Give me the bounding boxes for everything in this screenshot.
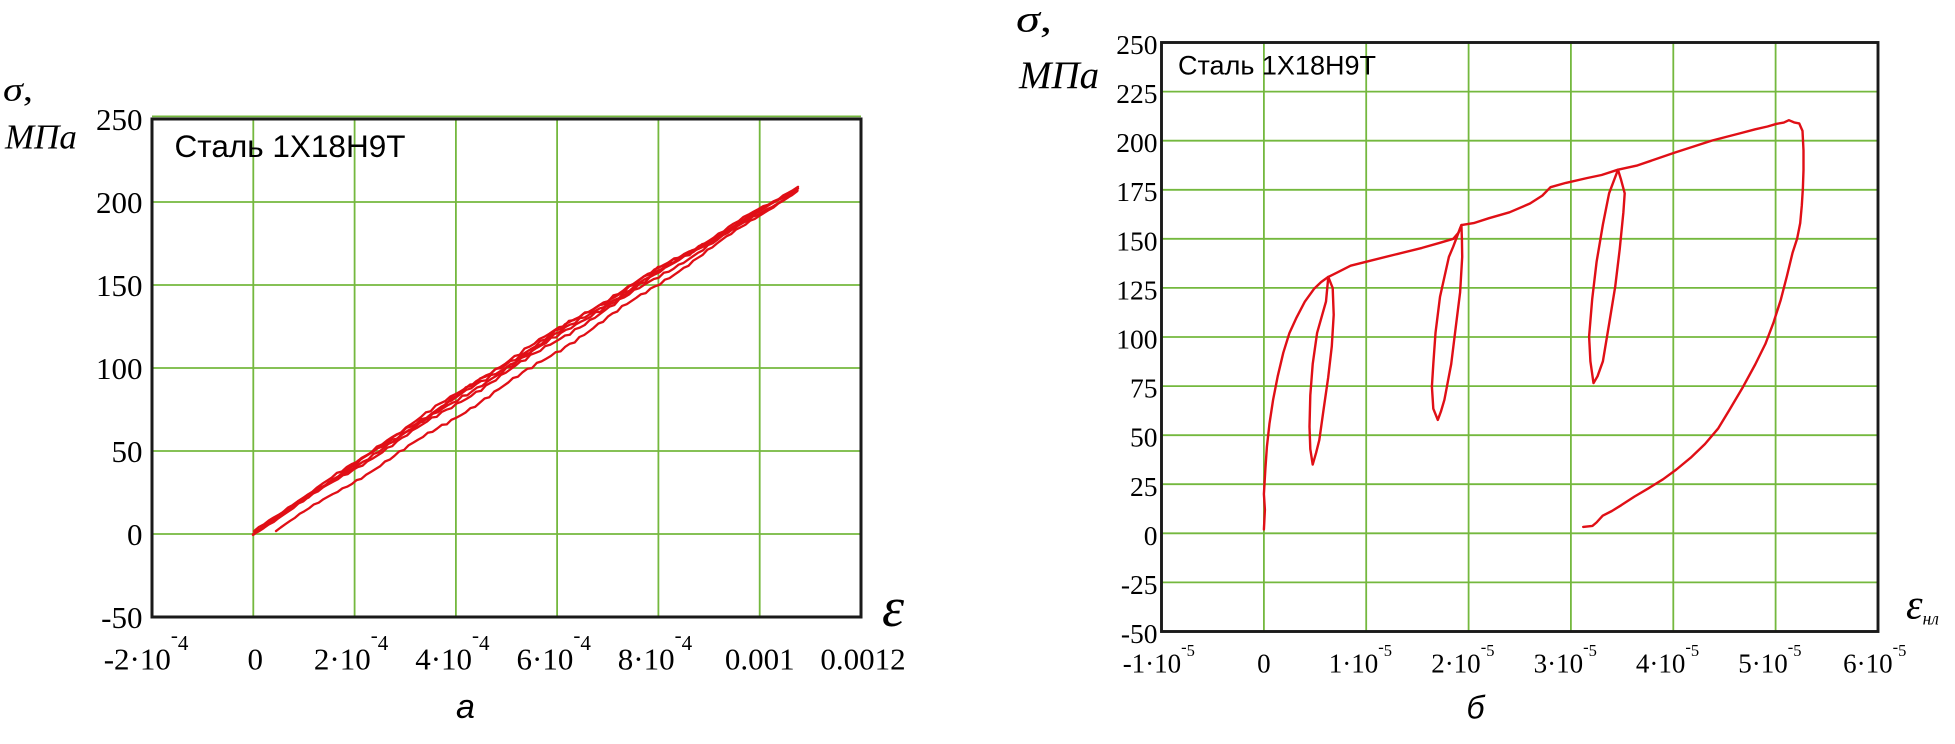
svg-text:0: 0 (1144, 520, 1158, 551)
svg-text:0: 0 (248, 642, 264, 677)
svg-text:225: 225 (1116, 78, 1157, 109)
svg-text:Сталь 1Х18Н9Т: Сталь 1Х18Н9Т (1178, 51, 1376, 81)
svg-text:МПа: МПа (1018, 54, 1099, 97)
svg-text:МПа: МПа (4, 118, 77, 157)
svg-text:-50: -50 (1121, 618, 1158, 649)
svg-text:200: 200 (96, 185, 143, 220)
svg-text:200: 200 (1116, 127, 1157, 158)
svg-text:100: 100 (1116, 324, 1157, 355)
svg-text:50: 50 (1130, 422, 1158, 453)
svg-text:0.001: 0.001 (725, 642, 795, 677)
svg-text:50: 50 (112, 434, 143, 469)
svg-text:Сталь 1Х18Н9Т: Сталь 1Х18Н9Т (175, 128, 406, 164)
svg-text:0: 0 (127, 517, 143, 552)
svg-text:150: 150 (1116, 225, 1157, 256)
svg-text:б: б (1467, 690, 1486, 726)
svg-text:175: 175 (1116, 176, 1157, 207)
svg-text:25: 25 (1130, 471, 1158, 502)
svg-text:0: 0 (1257, 649, 1271, 679)
svg-text:250: 250 (96, 102, 143, 137)
svg-text:а: а (456, 688, 475, 726)
svg-text:ε: ε (882, 577, 905, 639)
svg-text:0.0012: 0.0012 (820, 642, 905, 677)
svg-text:σ,: σ, (1016, 0, 1052, 41)
svg-text:-50: -50 (101, 600, 142, 635)
svg-text:250: 250 (1116, 29, 1157, 60)
svg-text:100: 100 (96, 351, 143, 386)
svg-text:75: 75 (1130, 373, 1158, 404)
svg-text:150: 150 (96, 268, 143, 303)
svg-text:σ,: σ, (3, 72, 33, 109)
svg-text:125: 125 (1116, 274, 1157, 305)
svg-text:-25: -25 (1121, 569, 1158, 600)
